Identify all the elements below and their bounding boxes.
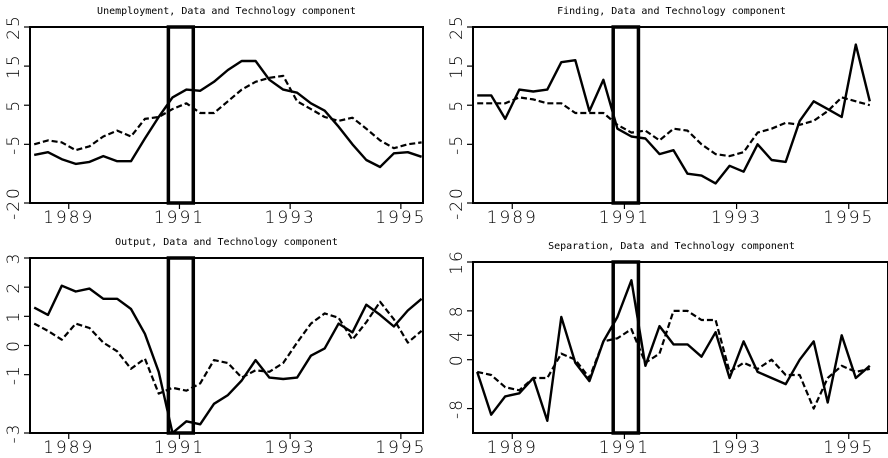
y-tick-label: -8 xyxy=(447,398,467,419)
data-line xyxy=(476,279,871,422)
chart-title: Unemployment, Data and Technology compon… xyxy=(97,6,356,17)
data-line xyxy=(33,300,423,395)
x-tick-label: 1995 xyxy=(823,438,874,458)
data-line xyxy=(33,284,423,435)
data-line xyxy=(477,43,871,185)
x-tick-label: 1993 xyxy=(711,208,762,228)
data-line xyxy=(33,74,422,152)
y-tick-label: 15 xyxy=(447,53,467,79)
recession-box xyxy=(166,256,196,435)
y-tick-label: 25 xyxy=(4,14,24,40)
x-tick-label: 1993 xyxy=(265,208,316,228)
plot-frame xyxy=(29,26,424,204)
recession-box xyxy=(611,260,641,435)
chart-title: Output, Data and Technology component xyxy=(115,237,338,248)
x-tick-label: 1991 xyxy=(154,438,205,458)
chart-title: Finding, Data and Technology component xyxy=(557,6,786,17)
chart-title: Separation, Data and Technology componen… xyxy=(548,241,795,252)
y-tick-label: 5 xyxy=(447,99,467,112)
y-tick-label: 5 xyxy=(4,99,24,112)
y-tick-label: 16 xyxy=(447,249,467,275)
y-tick-label: 25 xyxy=(447,14,467,40)
recession-box xyxy=(611,25,641,205)
x-tick-label: 1995 xyxy=(375,438,426,458)
data-line xyxy=(33,59,422,169)
x-tick-label: 1991 xyxy=(599,438,650,458)
y-tick-label: 15 xyxy=(4,53,24,79)
x-tick-label: 1991 xyxy=(154,208,205,228)
y-tick-label: 0 xyxy=(4,339,24,352)
plot-frame xyxy=(472,261,888,434)
data-line xyxy=(476,309,871,410)
x-tick-label: 1995 xyxy=(375,208,426,228)
x-tick-label: 1989 xyxy=(487,208,538,228)
x-tick-label: 1989 xyxy=(43,438,94,458)
x-tick-label: 1991 xyxy=(599,208,650,228)
y-tick-label: -5 xyxy=(4,134,24,155)
data-line xyxy=(477,96,871,158)
recession-box xyxy=(166,25,196,205)
y-tick-label: -1 xyxy=(4,364,24,385)
y-tick-label: -5 xyxy=(447,134,467,155)
y-tick-label: 3 xyxy=(4,252,24,265)
y-tick-label: -20 xyxy=(4,186,24,220)
x-tick-label: 1993 xyxy=(711,438,762,458)
y-tick-label: 2 xyxy=(4,281,24,294)
x-tick-label: 1989 xyxy=(487,438,538,458)
y-tick-label: -3 xyxy=(4,423,24,444)
y-tick-label: 0 xyxy=(447,353,467,366)
x-tick-label: 1989 xyxy=(43,208,94,228)
y-tick-label: 8 xyxy=(447,304,467,317)
y-tick-label: 4 xyxy=(447,329,467,342)
plot-frame xyxy=(472,26,888,204)
x-tick-label: 1993 xyxy=(265,438,316,458)
plot-frame xyxy=(29,257,424,434)
x-tick-label: 1995 xyxy=(823,208,874,228)
y-tick-label: -20 xyxy=(447,186,467,220)
y-tick-label: 1 xyxy=(4,310,24,323)
